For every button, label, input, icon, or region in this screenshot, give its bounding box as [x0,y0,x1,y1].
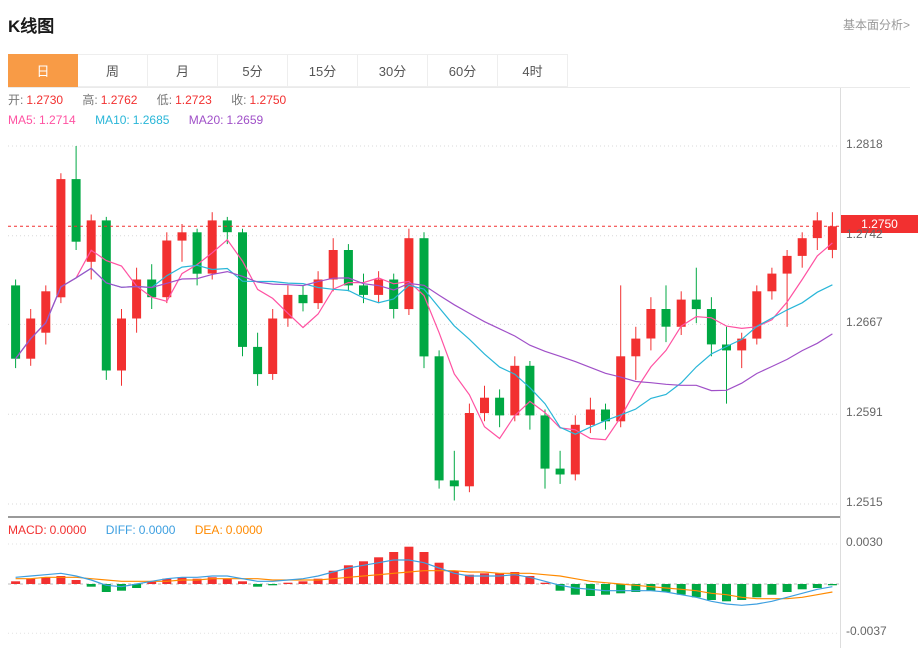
ma5-legend: MA5: 1.2714 [8,113,76,127]
fundamental-analysis-link[interactable]: 基本面分析> [842,17,910,32]
chart-region: 开: 1.2730 高: 1.2762 低: 1.2723 收: 1.2750 MA5:… [0,88,918,648]
diff-value-legend: DIFF: 0.0000 [105,523,176,537]
price-axis-label: 1.2515 [846,495,883,509]
dea-value-legend: DEA: 0.0000 [194,523,263,537]
close-value: 1.2750 [249,93,287,107]
ma20-line [15,267,833,392]
ma5-line [15,238,833,441]
candles [11,146,837,501]
close-label: 收: [231,93,247,107]
macd-chart[interactable] [8,540,840,650]
macd-axis-label: 0.0030 [846,535,883,549]
price-axis-label: 1.2742 [846,226,883,241]
open-value: 1.2730 [26,93,64,107]
tab-month[interactable]: 月 [148,54,218,87]
tab-5min[interactable]: 5分 [218,54,288,87]
header: K线图 基本面分析> [0,0,918,38]
macd-legend: MACD: 0.0000 DIFF: 0.0000 DEA: 0.0000 [8,518,840,540]
ohlc-legend: 开: 1.2730 高: 1.2762 低: 1.2723 收: 1.2750 [8,90,840,110]
low-value: 1.2723 [175,93,212,107]
tab-day[interactable]: 日 [8,54,78,87]
price-axis-label: 1.2667 [846,315,883,330]
chart-legends: 开: 1.2730 高: 1.2762 低: 1.2723 收: 1.2750 MA5:… [8,88,840,134]
tab-30min[interactable]: 30分 [358,54,428,87]
tab-15min[interactable]: 15分 [288,54,358,87]
macd-histogram [11,546,837,602]
price-axis-label: 1.2591 [846,405,883,420]
tab-4hour[interactable]: 4时 [498,54,568,87]
panel-divider [8,516,840,518]
high-label: 高: [82,93,98,107]
price-axis: 1.2750 1.2818 1.2742 1.2667 1.2591 1.2515 0.0… [840,88,918,648]
low-label: 低: [156,93,173,107]
high-value: 1.2762 [100,93,138,107]
candlestick-chart[interactable] [8,134,840,516]
ma10-legend: MA10: 1.2685 [95,113,170,127]
macd-value-legend: MACD: 0.0000 [8,523,87,537]
tab-60min[interactable]: 60分 [428,54,498,87]
interval-tabs: 日 周 月 5分 15分 30分 60分 4时 [8,54,910,88]
macd-axis-label: -0.0037 [846,624,887,639]
page-title: K线图 [8,16,55,36]
tab-week[interactable]: 周 [78,54,148,87]
ma-legend: MA5: 1.2714 MA10: 1.2685 MA20: 1.2659 [8,110,840,130]
price-axis-label: 1.2818 [846,137,883,151]
current-price-tag: 1.2750 [841,215,918,234]
ma20-legend: MA20: 1.2659 [188,113,264,127]
open-label: 开: [8,93,24,107]
diff-line [15,559,833,606]
